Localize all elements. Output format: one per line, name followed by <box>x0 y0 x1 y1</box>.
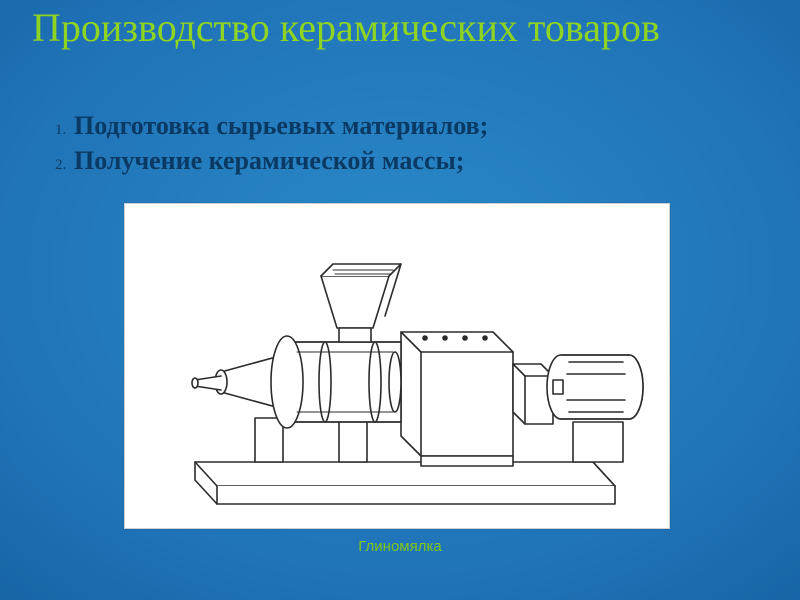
figure-caption: Глиномялка <box>0 538 800 555</box>
slide: Производство керамических товаров Подгот… <box>0 0 800 600</box>
numbered-list: Подготовка сырьевых материалов; Получени… <box>34 108 800 178</box>
list-item: Получение керамической массы; <box>70 143 800 178</box>
figure-pugmill <box>124 203 670 529</box>
pugmill-drawing <box>125 204 669 528</box>
list-item: Подготовка сырьевых материалов; <box>70 108 800 143</box>
slide-title: Производство керамических товаров <box>32 6 772 49</box>
